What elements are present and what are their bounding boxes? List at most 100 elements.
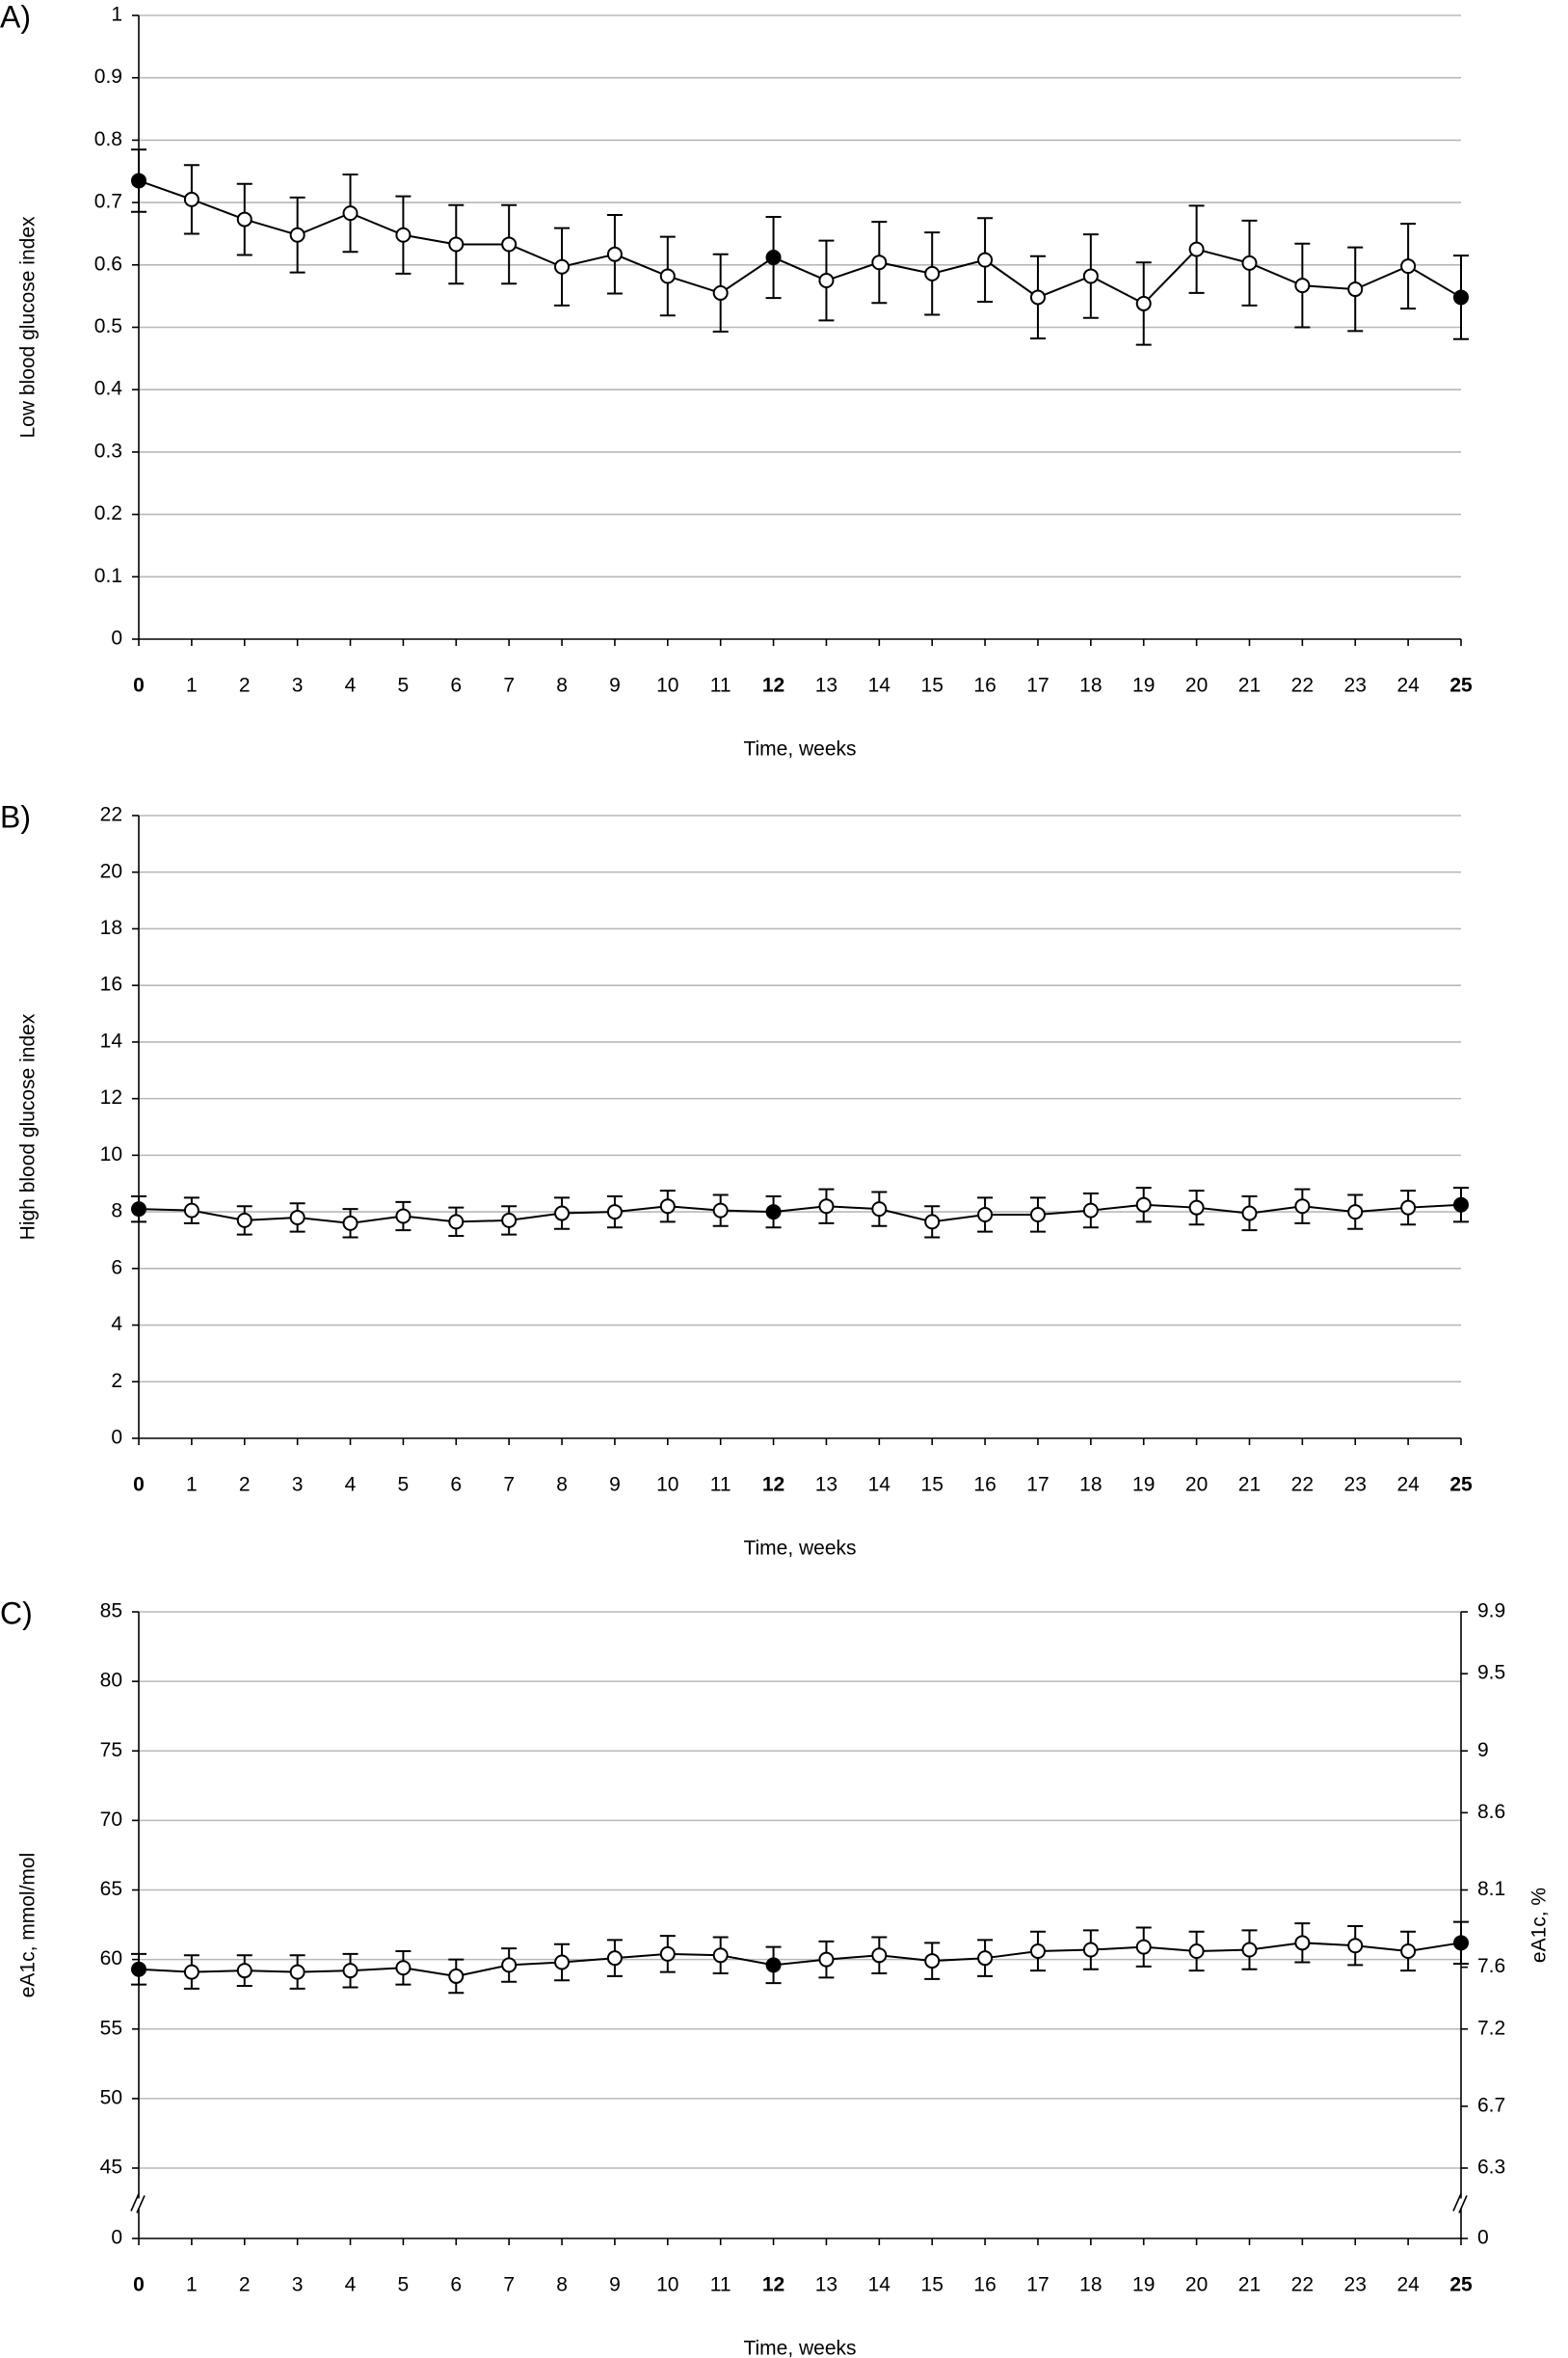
- y-tick-label: 10: [100, 1143, 122, 1166]
- data-point: [236, 1212, 252, 1228]
- data-point: [924, 1214, 941, 1230]
- x-tick-label: 14: [868, 675, 891, 697]
- y-tick-label: 75: [100, 1739, 122, 1761]
- x-tick-label: 13: [815, 675, 837, 697]
- data-point: [712, 1202, 729, 1219]
- data-point: [1135, 1939, 1152, 1955]
- y2-tick-label: 9.9: [1477, 1600, 1505, 1622]
- y-axis-label: Low blood glucose index: [17, 216, 40, 438]
- y-tick-label: 8: [111, 1200, 122, 1222]
- data-point: [871, 255, 888, 271]
- y-tick-label: 22: [100, 804, 122, 826]
- y-tick-label: 70: [100, 1809, 122, 1831]
- data-point: [1400, 1943, 1417, 1959]
- y-tick-label: 12: [100, 1086, 122, 1109]
- axis-break-gap: [1452, 2198, 1470, 2209]
- y-tick-label: 20: [100, 860, 122, 882]
- y-tick-label: 0.8: [94, 128, 122, 150]
- data-point: [448, 236, 465, 253]
- x-tick-label: 4: [345, 2274, 357, 2296]
- x-tick-label: 12: [762, 1474, 784, 1496]
- y-tick-label: 0: [111, 2227, 122, 2249]
- x-tick-label: 8: [556, 2274, 568, 2296]
- x-tick-label: 18: [1079, 1474, 1102, 1496]
- x-tick-label: 0: [133, 1474, 145, 1496]
- y2-tick-label: 7.2: [1477, 2017, 1505, 2039]
- data-point: [448, 1968, 465, 1984]
- data-point: [1082, 1202, 1099, 1219]
- y-tick-label: 50: [100, 2086, 122, 2108]
- x-tick-label: 21: [1238, 675, 1261, 697]
- series-line: [138, 1203, 1462, 1224]
- axis-break: [130, 2193, 146, 2213]
- data-point: [606, 1204, 623, 1220]
- x-tick-label: 4: [345, 1474, 357, 1496]
- x-tick-label: 14: [868, 2274, 891, 2296]
- x-tick-label: 3: [292, 675, 304, 697]
- y-tick-label: 0.6: [94, 253, 122, 275]
- data-point: [1453, 289, 1469, 306]
- y2-tick-label: 9.5: [1477, 1662, 1505, 1684]
- data-point: [1294, 1935, 1311, 1951]
- x-tick-label: 7: [503, 2274, 515, 2296]
- data-point: [289, 1209, 306, 1225]
- x-tick-label: 25: [1449, 1474, 1473, 1496]
- x-tick-label: 1: [186, 675, 198, 697]
- y2-tick-label: 6.3: [1477, 2157, 1505, 2179]
- data-point: [818, 272, 835, 288]
- data-point: [659, 1945, 676, 1962]
- data-point: [448, 1214, 465, 1230]
- y-tick-label: 0: [111, 1427, 122, 1449]
- data-point: [395, 1960, 412, 1976]
- x-tick-label: 25: [1449, 2274, 1473, 2296]
- data-point: [289, 1964, 306, 1980]
- y-tick-label: 14: [100, 1030, 123, 1052]
- panel-label: C): [0, 1595, 33, 1630]
- x-tick-label: 5: [398, 1474, 410, 1496]
- data-point: [765, 1957, 782, 1973]
- y-axis-label: High blood glucose index: [17, 1013, 40, 1240]
- y-tick-label: 0.9: [94, 66, 122, 88]
- x-tick-label: 10: [656, 675, 678, 697]
- data-point: [183, 191, 199, 207]
- y2-tick-label: 6.7: [1477, 2094, 1505, 2116]
- x-tick-label: 5: [398, 675, 410, 697]
- data-point: [871, 1947, 888, 1964]
- x-tick-label: 13: [815, 2274, 837, 2296]
- x-tick-label: 2: [239, 675, 251, 697]
- data-point: [1294, 278, 1311, 294]
- data-point: [131, 1201, 146, 1218]
- data-point: [501, 1212, 518, 1228]
- panel-label: B): [0, 799, 31, 834]
- x-tick-label: 1: [186, 1474, 198, 1496]
- data-point: [1135, 295, 1152, 311]
- x-tick-label: 16: [973, 1474, 996, 1496]
- y-tick-label: 0.7: [94, 191, 122, 213]
- y2-tick-label: 8.6: [1477, 1801, 1505, 1823]
- y-axis-label: eA1c, mmol/mol: [17, 1853, 40, 1998]
- data-point: [1453, 1196, 1469, 1213]
- data-point: [131, 173, 146, 189]
- y-tick-label: 0.5: [94, 315, 122, 337]
- data-point: [712, 1947, 729, 1964]
- y2-tick-label: 7.6: [1477, 1955, 1505, 1977]
- x-tick-label: 11: [710, 675, 731, 697]
- series-line: [138, 1942, 1462, 1977]
- data-point: [1400, 1199, 1417, 1216]
- y-tick-label: 85: [100, 1600, 122, 1622]
- data-point: [554, 258, 571, 275]
- data-point: [1241, 1942, 1258, 1958]
- x-tick-label: 15: [921, 675, 943, 697]
- data-point: [871, 1201, 888, 1218]
- x-tick-label: 20: [1185, 675, 1208, 697]
- y-tick-label: 4: [111, 1313, 122, 1335]
- y-tick-label: 65: [100, 1878, 122, 1900]
- data-point: [1453, 1935, 1469, 1951]
- y-tick-label: 45: [100, 2157, 122, 2179]
- data-point: [977, 1950, 994, 1967]
- y-tick-label: 0.2: [94, 502, 122, 524]
- y2-axis-label: eA1c, %: [1528, 1888, 1551, 1963]
- data-point: [924, 265, 941, 281]
- y-tick-label: 0: [111, 628, 122, 650]
- x-tick-label: 20: [1185, 1474, 1208, 1496]
